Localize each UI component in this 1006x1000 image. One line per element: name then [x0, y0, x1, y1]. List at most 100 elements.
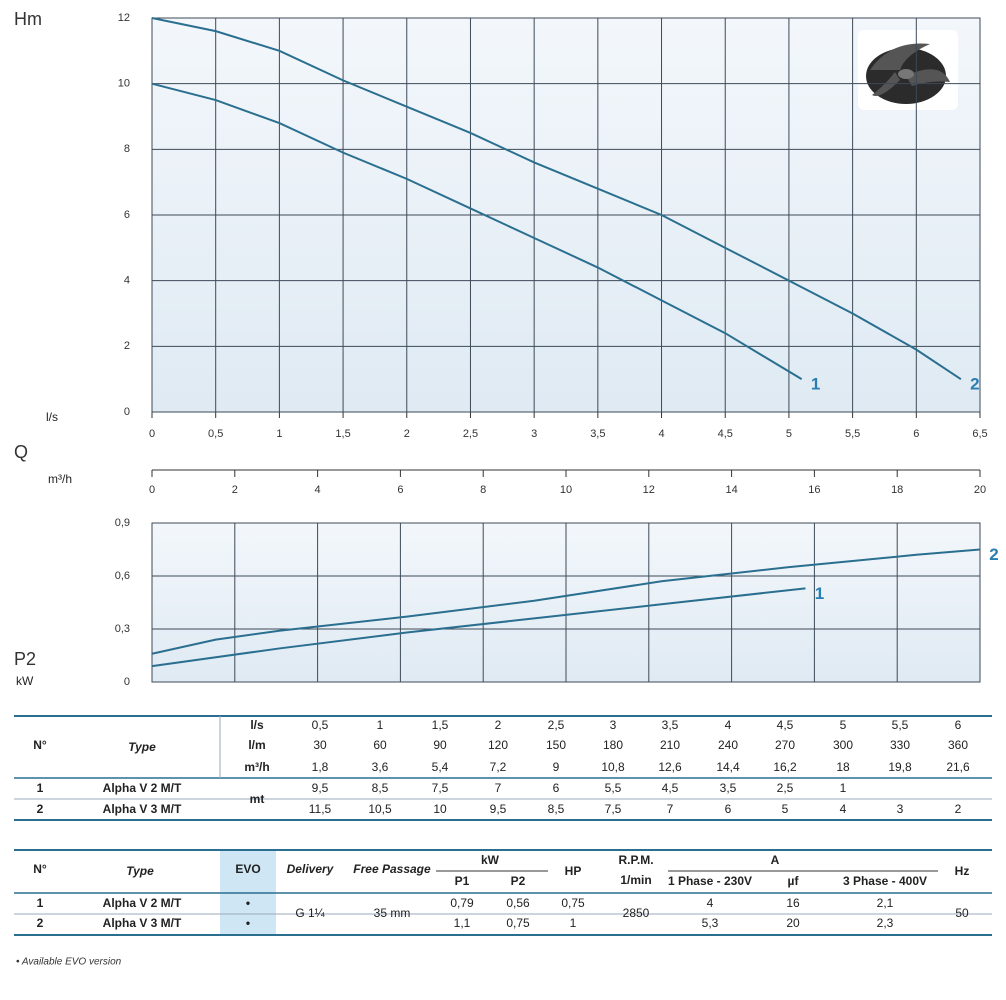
table-cell: 16 [786, 896, 800, 910]
head-cell: 9,5 [490, 802, 507, 816]
flow-cell: 5 [840, 718, 847, 732]
head-cell: 9,5 [312, 781, 329, 795]
y-tick-label: 0,6 [115, 570, 130, 582]
header-cell: Free Passage [353, 862, 431, 876]
flow-cell: 120 [488, 738, 508, 752]
y-tick-label: 6 [124, 209, 130, 221]
flow-cell: 5,4 [432, 760, 449, 774]
flow-cell: 330 [890, 738, 910, 752]
x2-tick-label: 6 [397, 484, 403, 496]
x-tick-label: 4,5 [718, 428, 733, 440]
y-tick-label: 0 [124, 406, 130, 418]
head-cell: 3 [897, 802, 904, 816]
head-cell: 7,5 [432, 781, 449, 795]
table-cell: 0,75 [506, 916, 530, 930]
y-tick-label: 0,3 [115, 623, 130, 635]
head-cell: 7,5 [605, 802, 622, 816]
x-axis-label: l/s [46, 410, 58, 424]
flow-cell: 21,6 [946, 760, 970, 774]
table-cell: 20 [786, 916, 800, 930]
head-cell: 1 [840, 781, 847, 795]
plot-frame [151, 522, 981, 683]
flow-cell: 14,4 [716, 760, 740, 774]
table-cell: 2,3 [877, 916, 894, 930]
head-cell: 2 [955, 802, 962, 816]
series-label: 2 [970, 375, 979, 394]
head-cell: 11,5 [309, 802, 332, 816]
header-cell: Hz [955, 864, 970, 878]
head-cell: 4 [840, 802, 847, 816]
head-cell: 10 [433, 802, 447, 816]
table-cell: 4 [707, 896, 714, 910]
table-cell: • [246, 916, 250, 930]
flow-cell: 1 [377, 718, 384, 732]
x-tick-label: 0 [149, 428, 155, 440]
flow-cell: 18 [836, 760, 850, 774]
passage-cell: 35 mm [374, 906, 411, 920]
series-label: 2 [989, 545, 998, 564]
header-cell: P1 [455, 874, 470, 888]
row-number: 2 [37, 802, 44, 816]
flow-cell: 150 [546, 738, 566, 752]
series-line [151, 548, 981, 655]
series-line [151, 17, 962, 381]
unit-cell: m³/h [244, 760, 269, 774]
unit-cell: l/m [248, 738, 265, 752]
flow-cell: 4,5 [777, 718, 794, 732]
plot-frame [151, 17, 981, 413]
header-cell: N° [33, 862, 47, 876]
header-cell: R.P.M. [618, 853, 653, 867]
head-cell: 7 [495, 781, 502, 795]
header-cell: Type [128, 740, 156, 754]
y-tick-label: 0 [124, 676, 130, 688]
table-cell: 2 [37, 916, 44, 930]
y-tick-label: 10 [118, 78, 130, 90]
table-cell: 0,75 [561, 896, 585, 910]
y-tick-label: 12 [118, 12, 130, 24]
unit-cell: l/s [250, 718, 264, 732]
flow-cell: 270 [775, 738, 795, 752]
flow-cell: 30 [313, 738, 327, 752]
x2-axis-label: m³/h [48, 472, 72, 486]
flow-cell: 9 [553, 760, 560, 774]
y-axis-label: P2 [14, 649, 36, 669]
x-tick-label: 5,5 [845, 428, 860, 440]
table-cell: • [246, 896, 250, 910]
x2-tick-label: 4 [315, 484, 321, 496]
x2-tick-label: 18 [891, 484, 903, 496]
head-cell: 8,5 [548, 802, 565, 816]
header-cell: Delivery [287, 862, 335, 876]
flow-cell: 1,5 [432, 718, 449, 732]
flow-cell: 300 [833, 738, 853, 752]
flow-cell: 10,8 [601, 760, 625, 774]
series-label: 1 [815, 584, 824, 603]
hz-cell: 50 [955, 906, 969, 920]
series-line [151, 587, 806, 668]
series-line [151, 82, 803, 381]
flow-cell: 240 [718, 738, 738, 752]
flow-cell: 2,5 [548, 718, 565, 732]
series-label: 1 [811, 375, 820, 394]
x-tick-label: 2 [404, 428, 410, 440]
head-cell: 7 [667, 802, 674, 816]
x-tick-label: 1 [276, 428, 282, 440]
y-tick-label: 8 [124, 143, 130, 155]
header-cell: A [771, 853, 780, 867]
model-name: Alpha V 2 M/T [103, 781, 182, 795]
flow-cell: 5,5 [892, 718, 909, 732]
flow-cell: 12,6 [658, 760, 682, 774]
x2-tick-label: 0 [149, 484, 155, 496]
table-cell: Alpha V 2 M/T [103, 896, 182, 910]
table-cell: 1 [37, 896, 44, 910]
x-tick-label: 0,5 [208, 428, 223, 440]
rpm-cell: 2850 [623, 906, 650, 920]
delivery-cell: G 1¼ [295, 906, 325, 920]
table-cell: 0,79 [450, 896, 474, 910]
table-cell: 0,56 [506, 896, 530, 910]
head-cell: 6 [725, 802, 732, 816]
flow-cell: 3,5 [662, 718, 679, 732]
x-tick-label: 6 [913, 428, 919, 440]
head-cell: 4,5 [662, 781, 679, 795]
y-tick-label: 0,9 [115, 517, 130, 529]
flow-cell: 360 [948, 738, 968, 752]
